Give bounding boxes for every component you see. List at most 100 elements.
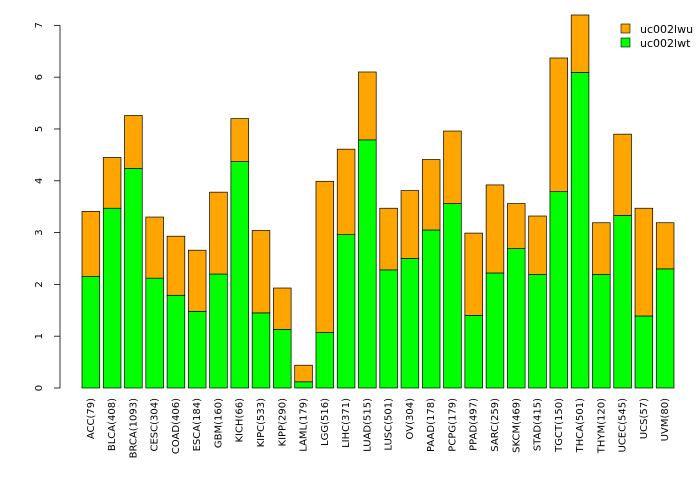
x-tick-label: THCA(501) xyxy=(575,398,586,453)
bar-sarc-uc002lwu xyxy=(485,184,505,274)
x-tick-label: GBM(160) xyxy=(213,398,224,448)
y-tick-label: 4 xyxy=(34,178,45,184)
y-axis: 0 1 2 3 4 5 6 7 xyxy=(34,22,61,391)
x-tick-label: PPAD(497) xyxy=(469,398,480,451)
x-tick-label: BRCA(1093) xyxy=(128,398,139,458)
y-tick-label: 6 xyxy=(34,74,45,80)
x-tick-label: PAAD(178) xyxy=(426,398,437,452)
bar-thym-uc002lwu xyxy=(592,222,611,275)
bar-skcm-uc002lwt xyxy=(507,248,526,389)
bar-skcm-uc002lwu xyxy=(507,203,526,249)
bar-lgg-uc002lwt xyxy=(315,332,335,389)
x-tick-label: UCEC(545) xyxy=(618,398,629,453)
x-tick-label: TGCT(150) xyxy=(554,398,565,453)
x-tick-label: LIHC(371) xyxy=(341,398,352,448)
legend-label-uc002lwu: uc002lwu xyxy=(640,23,693,36)
bar-stad-uc002lwt xyxy=(528,274,547,389)
bar-sarc-uc002lwt xyxy=(485,272,505,389)
bar-ov-uc002lwt xyxy=(400,258,420,389)
y-tick-label: 7 xyxy=(34,22,45,28)
bar-tgct-uc002lwt xyxy=(549,191,568,389)
bar-paad-uc002lwu xyxy=(421,159,441,231)
bar-cesc-uc002lwu xyxy=(145,216,164,279)
bar-luad-uc002lwu xyxy=(358,71,377,141)
bar-stad-uc002lwu xyxy=(528,215,547,275)
bar-coad-uc002lwt xyxy=(166,294,186,389)
bar-lihc-uc002lwu xyxy=(336,148,356,236)
y-tick-label: 1 xyxy=(34,333,45,339)
bar-ucs-uc002lwu xyxy=(634,207,654,317)
x-tick-label: SARC(259) xyxy=(490,398,501,452)
bar-kich-uc002lwu xyxy=(230,118,249,162)
bar-thym-uc002lwt xyxy=(592,274,611,389)
bar-luad-uc002lwt xyxy=(358,139,377,389)
bar-lusc-uc002lwu xyxy=(379,207,398,271)
x-tick-label: THYM(120) xyxy=(596,398,607,454)
bar-ucec-uc002lwu xyxy=(613,133,632,216)
x-tick-label: LUAD(515) xyxy=(362,398,373,452)
bar-kipc-uc002lwt xyxy=(251,312,271,389)
y-tick-label: 0 xyxy=(34,385,45,391)
bar-esca-uc002lwu xyxy=(188,249,207,312)
bar-ppad-uc002lwt xyxy=(464,315,483,389)
bar-coad-uc002lwu xyxy=(166,235,186,296)
bar-cesc-uc002lwt xyxy=(145,277,164,389)
x-tick-label: LAML(179) xyxy=(299,398,310,452)
bar-pcpg-uc002lwt xyxy=(443,203,462,389)
bar-ppad-uc002lwu xyxy=(464,232,483,316)
bar-paad-uc002lwt xyxy=(421,229,441,389)
bar-brca-uc002lwu xyxy=(124,115,143,169)
bar-blca-uc002lwu xyxy=(102,157,122,209)
bar-brca-uc002lwt xyxy=(124,167,143,389)
bar-ucec-uc002lwt xyxy=(613,215,632,389)
legend-label-uc002lwt: uc002lwt xyxy=(640,37,691,50)
bar-acc-uc002lwt xyxy=(81,276,101,389)
bar-acc-uc002lwu xyxy=(81,210,101,277)
bar-ov-uc002lwu xyxy=(400,190,420,259)
bar-lgg-uc002lwu xyxy=(315,180,335,333)
x-tick-label: LUSC(501) xyxy=(384,398,395,451)
x-tick-label: BLCA(408) xyxy=(107,398,118,451)
y-tick-label: 2 xyxy=(34,281,45,287)
x-tick-label: OV(304) xyxy=(405,398,416,440)
bar-laml-uc002lwt xyxy=(294,381,313,389)
bar-lusc-uc002lwt xyxy=(379,269,398,389)
legend-swatch-uc002lwt xyxy=(620,37,631,48)
bar-thca-uc002lwu xyxy=(570,14,590,73)
x-tick-label: KICH(66) xyxy=(235,398,246,443)
x-tick-label: LGG(516) xyxy=(320,398,331,446)
x-tick-label: STAD(415) xyxy=(533,398,544,451)
x-tick-label: PCPG(179) xyxy=(447,398,458,452)
legend-swatch-uc002lwu xyxy=(620,23,631,34)
x-tick-label: KIPC(533) xyxy=(256,398,267,448)
x-tick-label: KIPP(290) xyxy=(277,398,288,447)
bar-tgct-uc002lwu xyxy=(549,57,568,193)
x-tick-label: ESCA(184) xyxy=(192,398,203,451)
y-tick-label: 3 xyxy=(34,229,45,235)
bar-ucs-uc002lwt xyxy=(634,315,654,389)
bar-laml-uc002lwu xyxy=(294,364,313,383)
bar-gbm-uc002lwt xyxy=(209,273,228,389)
bar-thca-uc002lwt xyxy=(570,72,590,389)
x-tick-label: ACC(79) xyxy=(86,398,97,439)
bar-blca-uc002lwt xyxy=(102,207,122,389)
x-tick-label: UCS(57) xyxy=(639,398,650,439)
bar-kipp-uc002lwu xyxy=(273,287,292,330)
x-tick-label: COAD(406) xyxy=(171,398,182,454)
bar-uvm-uc002lwt xyxy=(655,268,675,389)
bar-pcpg-uc002lwu xyxy=(443,130,462,204)
x-tick-label: SKCM(469) xyxy=(511,398,522,453)
bar-lihc-uc002lwt xyxy=(336,234,356,389)
bars-group xyxy=(81,14,675,389)
x-tick-labels: ACC(79) BLCA(408) BRCA(1093) CESC(304) COAD(… xyxy=(86,398,671,458)
bar-kipp-uc002lwt xyxy=(273,329,292,389)
legend: uc002lwu uc002lwt xyxy=(620,23,693,50)
bar-kich-uc002lwt xyxy=(230,161,249,389)
bar-kipc-uc002lwu xyxy=(251,230,271,314)
x-tick-label: CESC(304) xyxy=(150,398,161,452)
bar-esca-uc002lwt xyxy=(188,310,207,389)
bar-gbm-uc002lwu xyxy=(209,191,228,275)
x-tick-label: UVM(80) xyxy=(660,398,671,441)
